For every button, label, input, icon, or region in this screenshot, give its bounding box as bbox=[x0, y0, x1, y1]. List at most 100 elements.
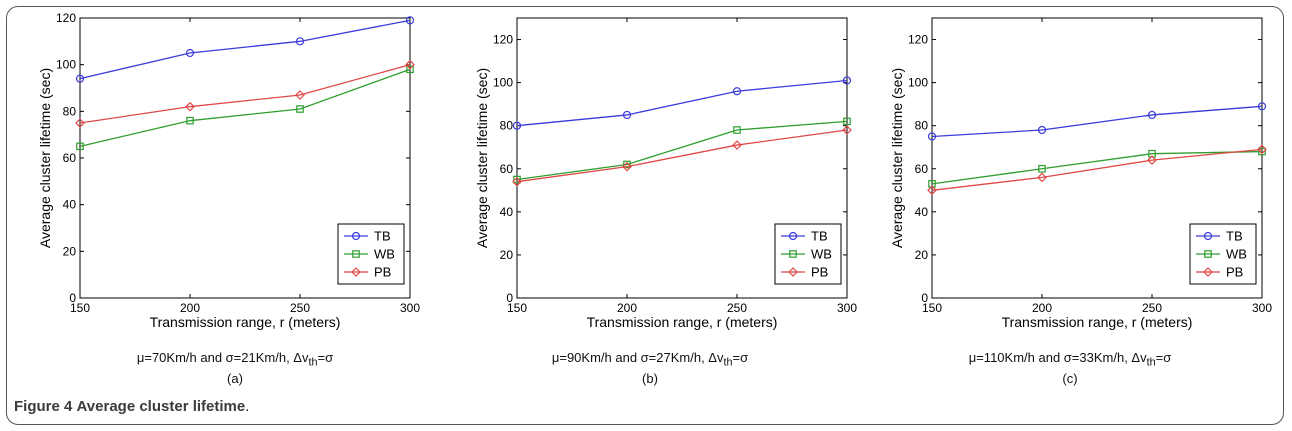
data-point-pb bbox=[1037, 172, 1047, 183]
data-point-pb bbox=[622, 161, 632, 172]
x-tick-label: 150 bbox=[507, 301, 527, 315]
legend: TB WB PB bbox=[337, 223, 405, 285]
panel-b-caption: μ=90Km/h and σ=27Km/h, Δvth=σ (b) bbox=[440, 350, 860, 386]
panel-c-condition: μ=110Km/h and σ=33Km/h, Δvth=σ bbox=[968, 350, 1172, 369]
x-axis-label: Transmission range, r (meters) bbox=[1002, 314, 1193, 330]
data-point-pb bbox=[75, 118, 85, 128]
series-tb bbox=[512, 76, 852, 130]
data-point-wb bbox=[733, 126, 741, 134]
x-axis-label: Transmission range, r (meters) bbox=[587, 314, 778, 330]
legend: TB WB PB bbox=[774, 223, 842, 285]
y-tick-label: 120 bbox=[56, 11, 76, 25]
legend-marker-wb bbox=[352, 250, 360, 258]
legend-label-pb: PB bbox=[1226, 265, 1243, 280]
data-point-wb bbox=[843, 117, 851, 126]
figure-frame bbox=[6, 6, 1284, 425]
series-line-tb bbox=[516, 79, 848, 127]
y-tick-label: 60 bbox=[500, 162, 514, 176]
legend-marker-pb bbox=[351, 267, 361, 277]
figure-title: Average cluster lifetime bbox=[76, 398, 246, 415]
chart-panel-a: 150 200 250 300 0 20 40 60 80 100 120 Transmission … bbox=[15, 8, 420, 338]
data-point-wb bbox=[296, 105, 304, 113]
legend-marker-tb bbox=[788, 231, 798, 241]
series-line-pb bbox=[79, 64, 411, 124]
series-tb bbox=[927, 102, 1267, 141]
data-point-tb bbox=[75, 74, 85, 83]
figure-label: Figure 4 bbox=[14, 398, 73, 415]
x-tick-label: 250 bbox=[290, 301, 310, 315]
legend-marker-pb bbox=[788, 267, 798, 277]
data-point-tb bbox=[842, 76, 852, 85]
chart-svg: 150 200 250 300 0 20 40 60 80 100 120 Transmission … bbox=[889, 17, 1272, 330]
y-tick-label: 20 bbox=[500, 248, 514, 262]
x-tick-label: 200 bbox=[617, 301, 637, 315]
y-axis-label: Average cluster lifetime (sec) bbox=[474, 68, 490, 248]
x-tick-label: 200 bbox=[180, 301, 200, 315]
y-tick-label: 40 bbox=[915, 205, 929, 219]
chart-panel-b: 150 200 250 300 0 20 40 60 80 100 120 Transmission … bbox=[452, 8, 857, 338]
data-point-tb bbox=[185, 48, 195, 58]
data-point-tb bbox=[512, 121, 522, 130]
y-tick-label: 40 bbox=[500, 205, 514, 219]
data-point-pb bbox=[842, 125, 852, 135]
legend-label-pb: PB bbox=[374, 265, 391, 280]
figure-caption: Figure 4 Average cluster lifetime. bbox=[14, 398, 249, 415]
panel-c-caption: μ=110Km/h and σ=33Km/h, Δvth=σ (c) bbox=[860, 350, 1280, 386]
y-tick-label: 120 bbox=[493, 33, 513, 47]
panel-a-caption: μ=70Km/h and σ=21Km/h, Δvth=σ (a) bbox=[25, 350, 445, 386]
chart-panel-c: 150 200 250 300 0 20 40 60 80 100 120 Transmission … bbox=[867, 8, 1272, 338]
data-point-tb bbox=[1037, 125, 1047, 135]
data-point-pb bbox=[405, 59, 415, 70]
x-tick-label: 300 bbox=[837, 301, 857, 315]
legend-label-pb: PB bbox=[811, 265, 828, 280]
data-point-tb bbox=[1257, 102, 1267, 111]
y-tick-label: 40 bbox=[63, 198, 77, 212]
legend-marker-tb bbox=[1203, 231, 1213, 241]
data-point-pb bbox=[732, 140, 742, 150]
series-wb bbox=[76, 65, 414, 151]
series-line-tb bbox=[79, 19, 411, 80]
legend-label-wb: WB bbox=[811, 247, 832, 262]
data-point-tb bbox=[405, 16, 415, 25]
series-line-pb bbox=[516, 129, 848, 183]
series-line-wb bbox=[516, 120, 848, 181]
series-line-wb bbox=[931, 150, 1263, 185]
data-point-wb bbox=[623, 160, 631, 169]
data-point-tb bbox=[1147, 110, 1157, 120]
data-point-tb bbox=[622, 110, 632, 120]
legend-marker-tb bbox=[351, 231, 361, 241]
x-tick-label: 300 bbox=[1252, 301, 1272, 315]
legend-label-tb: TB bbox=[1226, 229, 1243, 244]
data-point-pb bbox=[927, 185, 937, 196]
y-tick-label: 60 bbox=[915, 162, 929, 176]
series-wb bbox=[513, 117, 851, 184]
x-axis-label: Transmission range, r (meters) bbox=[150, 314, 341, 330]
data-point-pb bbox=[1257, 144, 1267, 155]
x-tick-label: 150 bbox=[70, 301, 90, 315]
series-pb bbox=[512, 125, 852, 187]
series-pb bbox=[75, 59, 415, 128]
y-tick-label: 20 bbox=[915, 248, 929, 262]
data-point-wb bbox=[406, 65, 414, 74]
y-tick-label: 100 bbox=[56, 58, 76, 72]
legend-marker-wb bbox=[789, 250, 797, 258]
legend-label-wb: WB bbox=[374, 247, 395, 262]
data-point-wb bbox=[186, 116, 194, 125]
y-axis-label: Average cluster lifetime (sec) bbox=[889, 68, 905, 248]
y-axis-label: Average cluster lifetime (sec) bbox=[37, 68, 53, 248]
x-tick-label: 300 bbox=[400, 301, 420, 315]
y-tick-label: 100 bbox=[493, 76, 513, 90]
legend-marker-pb bbox=[1203, 267, 1213, 277]
panel-c-label: (c) bbox=[1062, 370, 1078, 386]
y-tick-label: 80 bbox=[915, 119, 929, 133]
y-tick-label: 120 bbox=[908, 33, 928, 47]
data-point-tb bbox=[927, 132, 937, 141]
series-line-tb bbox=[931, 105, 1263, 138]
y-tick-label: 80 bbox=[500, 119, 514, 133]
series-line-wb bbox=[79, 68, 411, 147]
chart-svg: 150 200 250 300 0 20 40 60 80 100 120 Transmission … bbox=[37, 11, 420, 330]
y-tick-label: 0 bbox=[69, 291, 76, 305]
series-pb bbox=[927, 144, 1267, 196]
panel-b-label: (b) bbox=[642, 370, 658, 386]
y-tick-label: 20 bbox=[63, 244, 77, 258]
